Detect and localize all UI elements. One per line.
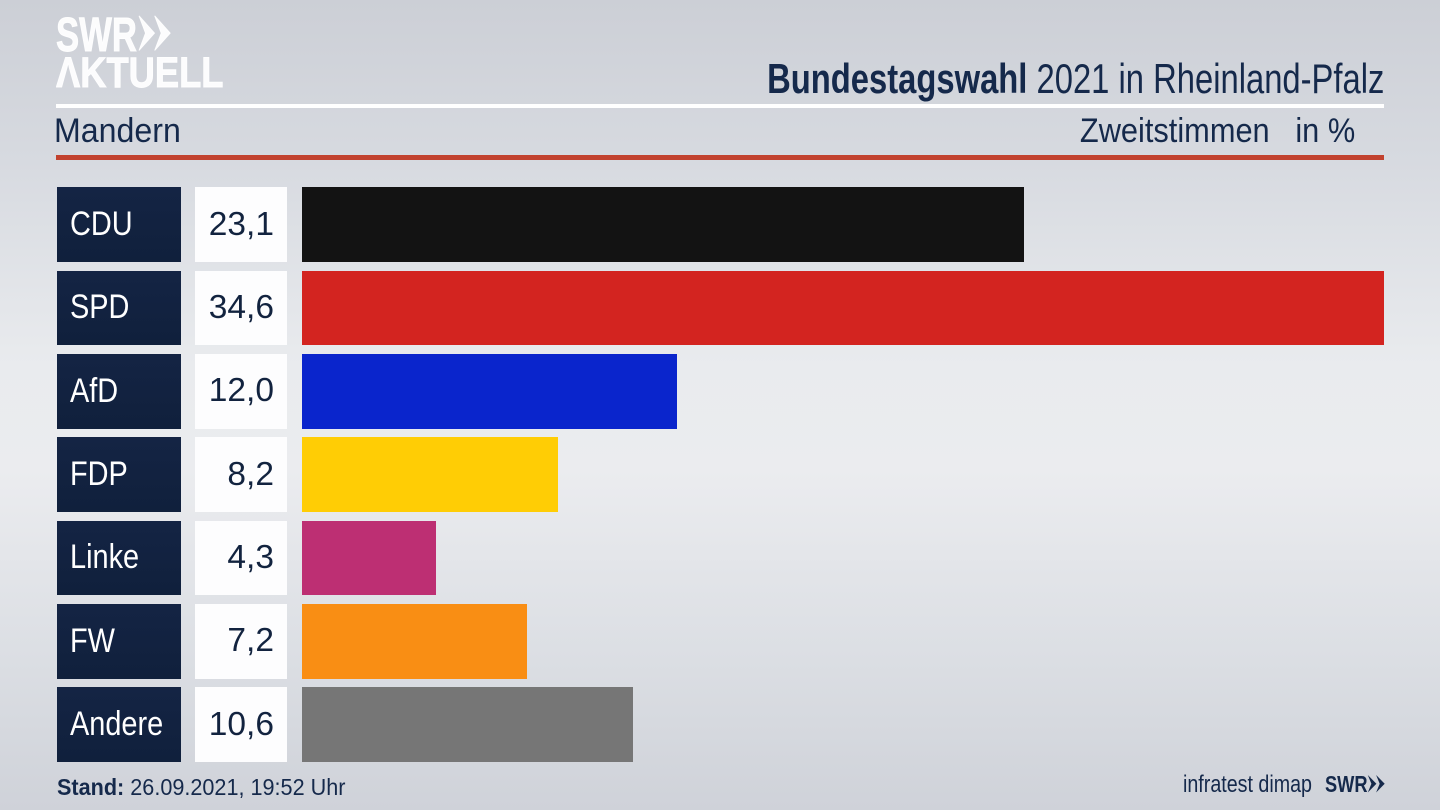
- svg-text:SWR: SWR: [1325, 773, 1368, 797]
- svg-text:ΛKTUELL: ΛKTUELL: [56, 49, 223, 94]
- svg-text:SWR: SWR: [56, 14, 137, 61]
